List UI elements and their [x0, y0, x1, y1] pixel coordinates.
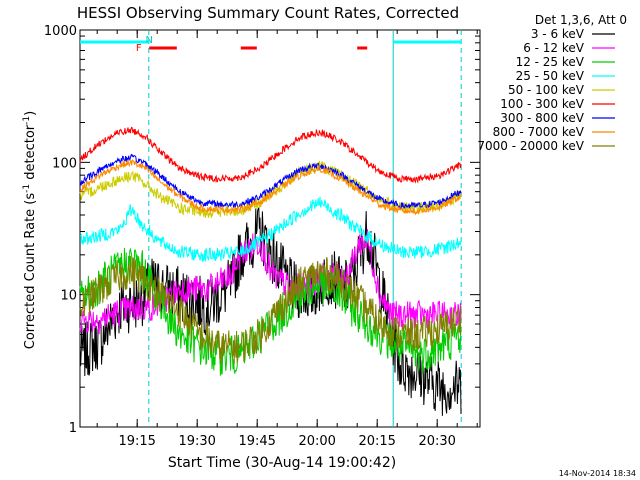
y-tick-label: 1 — [69, 421, 77, 436]
x-tick-label: 19:15 — [118, 434, 155, 449]
series-line — [79, 228, 462, 335]
series-line — [79, 158, 462, 216]
y-axis-label: Corrected Count Rate (s-1 detector-1) — [22, 111, 38, 349]
series-line — [79, 255, 462, 365]
legend-label: 7000 - 20000 keV — [477, 139, 584, 153]
chart-title: HESSI Observing Summary Count Rates, Cor… — [77, 4, 459, 22]
legend-label: 25 - 50 keV — [516, 69, 585, 83]
legend-label: 100 - 300 keV — [500, 97, 584, 111]
legend-label: 3 - 6 keV — [531, 27, 585, 41]
plot-area: 19:15 19:30 19:45 20:00 20:15 20:30 1 10 100 1000… — [44, 24, 481, 449]
x-tick-label: 20:30 — [418, 434, 455, 449]
x-tick-label: 19:30 — [178, 434, 215, 449]
x-tick-label: 20:00 — [298, 434, 335, 449]
flag-label: N — [145, 35, 152, 46]
legend-label: 800 - 7000 keV — [493, 125, 585, 139]
series-line — [79, 196, 462, 262]
x-tick-label: 20:15 — [358, 434, 395, 449]
y-tick-label: 10 — [60, 289, 77, 304]
flag-label: F — [136, 43, 142, 54]
y-tick-label: 1000 — [44, 24, 77, 39]
series-line — [79, 126, 462, 184]
legend-label: 50 - 100 keV — [508, 83, 585, 97]
x-axis-label: Start Time (30-Aug-14 19:00:42) — [168, 455, 396, 471]
legend-label: 300 - 800 keV — [500, 111, 584, 125]
series-line — [79, 153, 462, 211]
footer-date: 14-Nov-2014 18:34 — [559, 469, 636, 478]
legend-label: 6 - 12 keV — [523, 41, 585, 55]
legend-label: 12 - 25 keV — [516, 55, 585, 69]
legend-title: Det 1,3,6, Att 0 — [535, 13, 627, 27]
y-tick-label: 100 — [52, 156, 77, 171]
x-tick-label: 19:45 — [238, 434, 275, 449]
plot-frame — [79, 29, 481, 428]
